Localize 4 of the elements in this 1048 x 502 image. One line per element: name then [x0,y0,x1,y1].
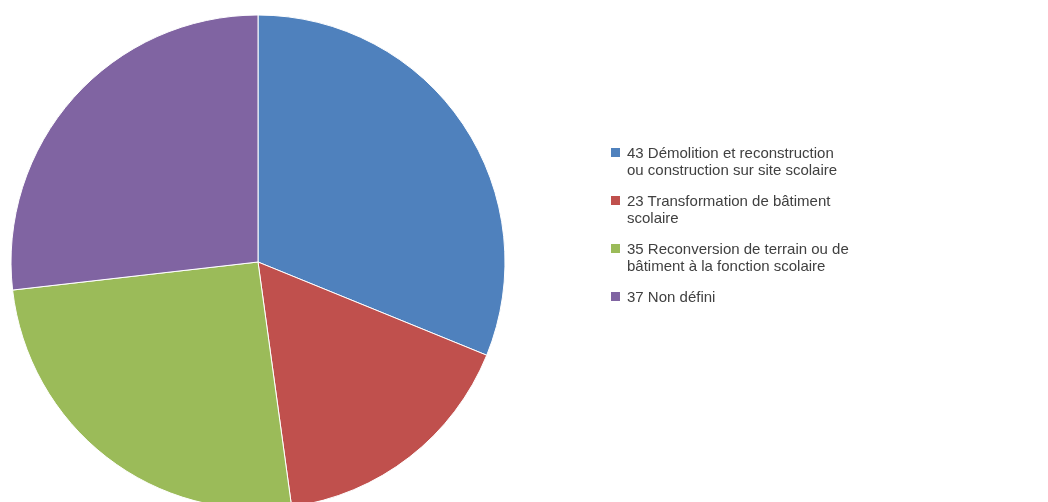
legend-label: 43 Démolition et reconstruction ou construction sur site scolaire [627,143,838,178]
legend-label: 35 Reconversion de terrain ou de bâtiment à la fonction scolaire [627,239,849,274]
legend-label: 37 Non défini [627,287,716,305]
legend-label: 23 Transformation de bâtiment scolaire [627,191,832,226]
